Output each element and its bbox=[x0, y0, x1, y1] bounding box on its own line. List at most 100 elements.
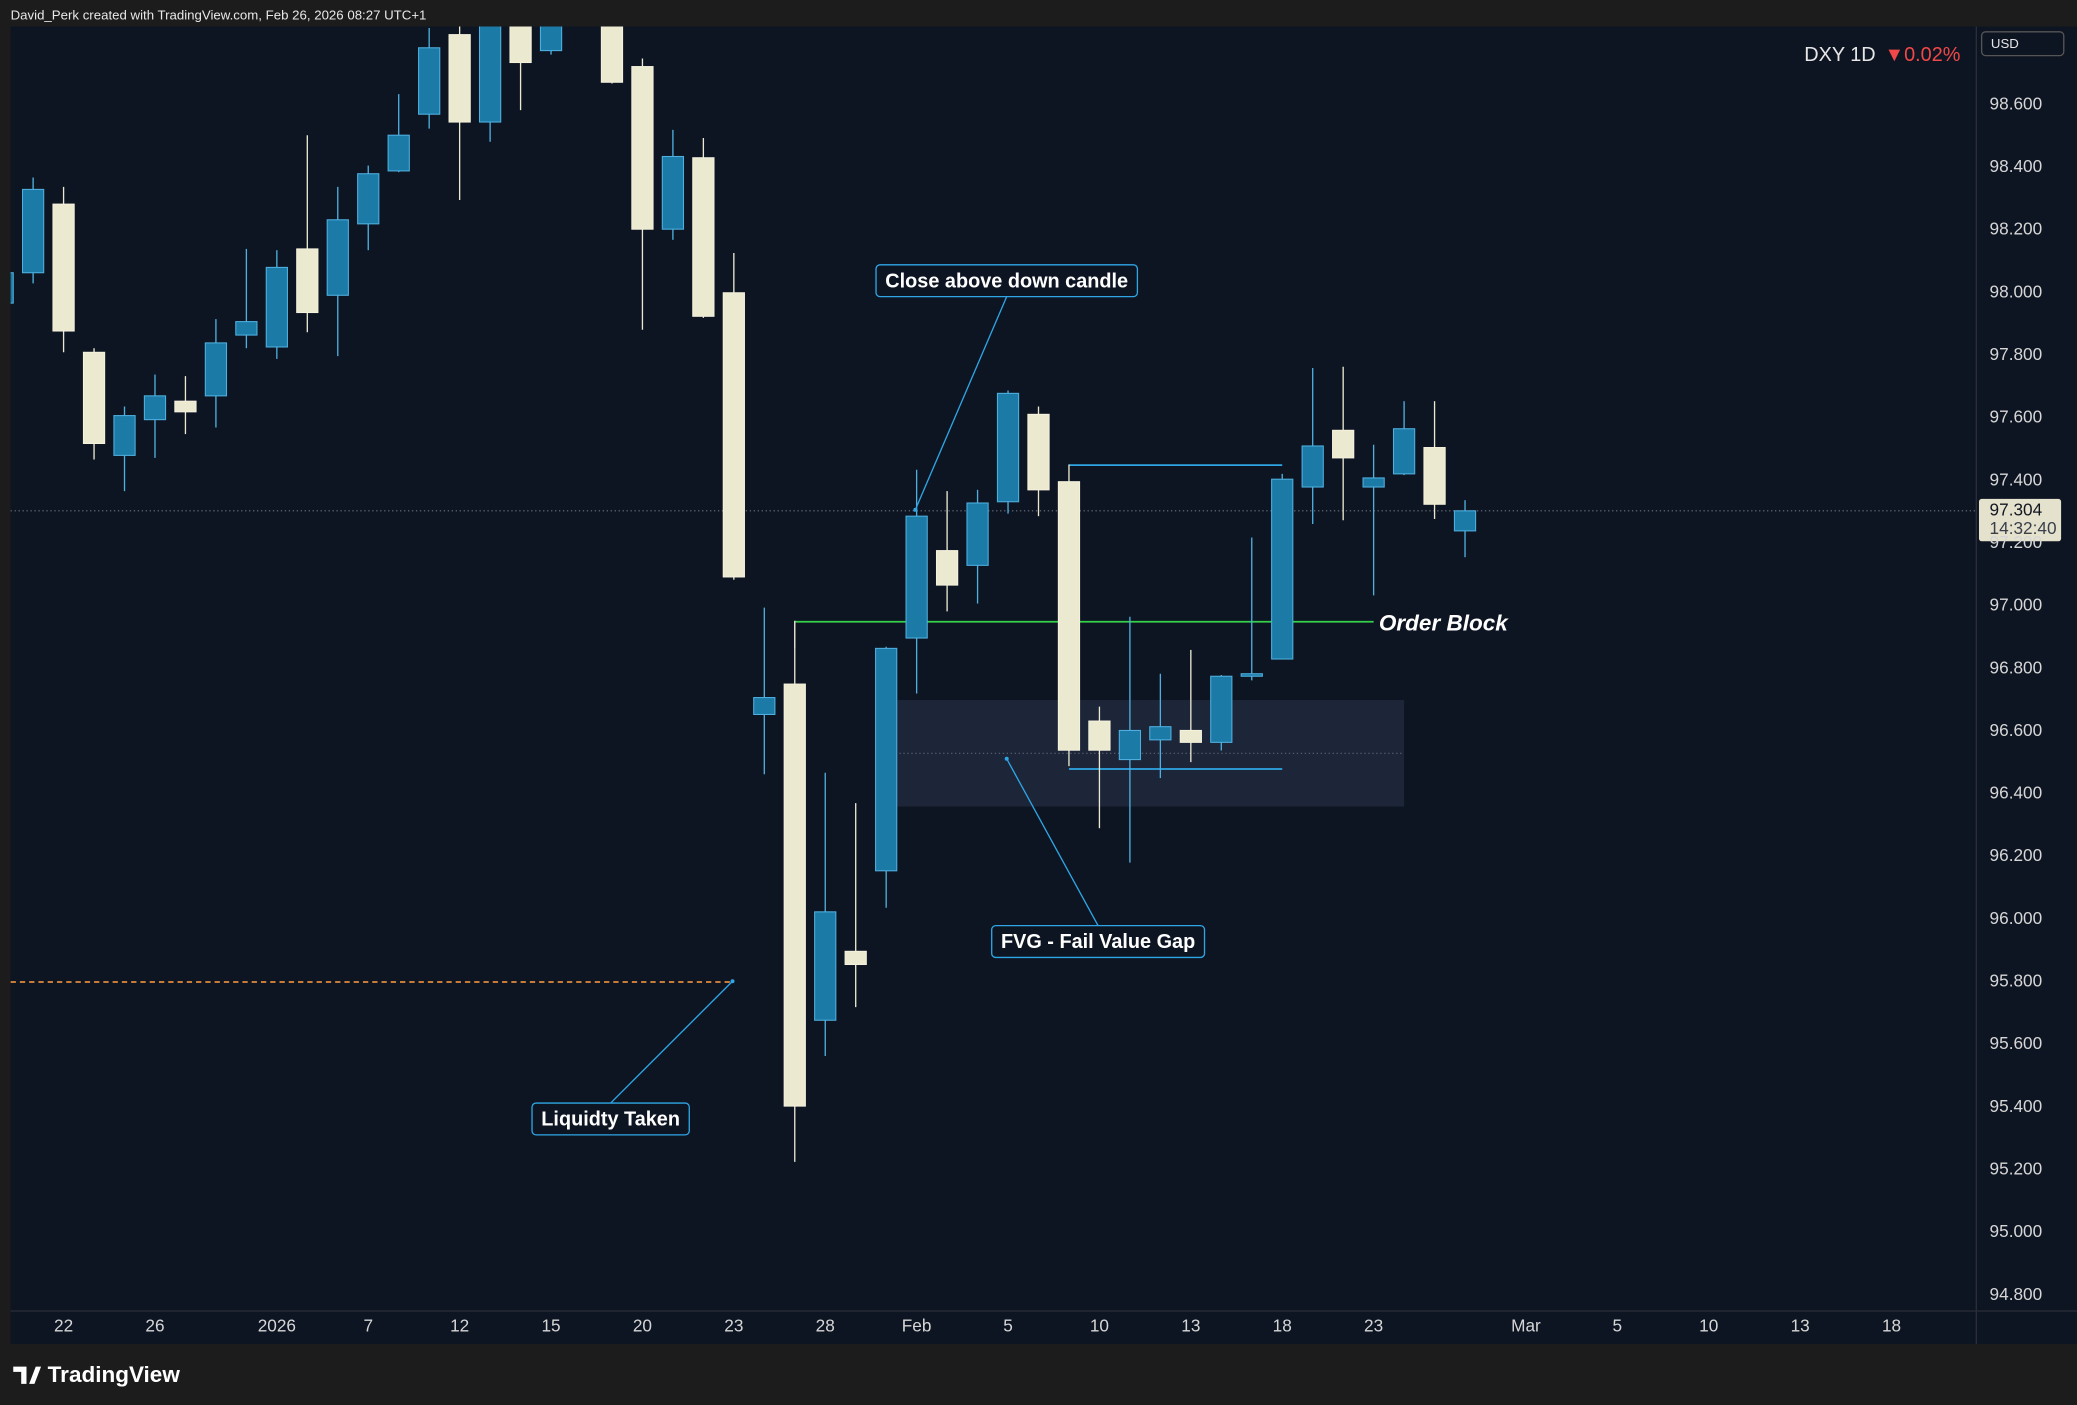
x-tick-label: 5 bbox=[1003, 1315, 1013, 1335]
candle-body bbox=[875, 647, 898, 872]
candle-body bbox=[1057, 481, 1081, 751]
candle-body bbox=[204, 342, 228, 397]
x-tick-label: 13 bbox=[1791, 1315, 1810, 1335]
candle-body bbox=[905, 515, 928, 639]
plot bbox=[10, 26, 1977, 1162]
candle-body bbox=[143, 395, 167, 421]
candle-body bbox=[387, 134, 410, 172]
currency[interactable]: USD bbox=[1991, 36, 2019, 51]
level-label: Order Block bbox=[1379, 610, 1509, 635]
change: ▼0.02% bbox=[1884, 44, 1960, 66]
y-tick-label: 95.600 bbox=[1990, 1033, 2043, 1053]
countdown: 14:32:40 bbox=[1990, 518, 2057, 538]
candle-body bbox=[600, 26, 624, 83]
annotation-text: Liquidty Taken bbox=[541, 1109, 680, 1131]
candle-body bbox=[113, 415, 136, 456]
y-tick-label: 96.400 bbox=[1990, 783, 2043, 803]
x-tick-label: 15 bbox=[541, 1315, 560, 1335]
candle-body bbox=[1423, 447, 1446, 505]
annotation-tip bbox=[913, 507, 918, 512]
candle-body bbox=[1362, 477, 1385, 488]
y-tick-label: 95.800 bbox=[1990, 971, 2043, 991]
candle-body bbox=[844, 950, 867, 966]
candle-body bbox=[357, 173, 380, 225]
candle-body bbox=[1149, 726, 1172, 741]
candle-body bbox=[296, 248, 319, 314]
candle-body bbox=[509, 26, 532, 64]
y-tick-label: 96.000 bbox=[1990, 908, 2043, 928]
symbol: DXY 1D bbox=[1804, 44, 1875, 66]
annotation-tip bbox=[730, 979, 735, 984]
candle-body bbox=[52, 203, 75, 332]
x-tick-label: 22 bbox=[54, 1315, 73, 1335]
annotation-tip bbox=[1004, 756, 1009, 761]
candle-body bbox=[235, 321, 258, 336]
candle-body bbox=[996, 392, 1020, 503]
x-tick-label: 5 bbox=[1613, 1315, 1623, 1335]
y-tick-label: 95.000 bbox=[1990, 1221, 2043, 1241]
candle-body bbox=[478, 26, 502, 123]
annotation-pointer bbox=[1006, 758, 1099, 926]
brand: TradingView bbox=[48, 1362, 181, 1387]
annotation-box bbox=[875, 264, 1139, 298]
x-tick-label: 23 bbox=[724, 1315, 743, 1335]
x-tick-label: Mar bbox=[1511, 1315, 1541, 1335]
x-tick-label: 12 bbox=[450, 1315, 469, 1335]
candle-body bbox=[1332, 429, 1355, 459]
y-tick-label: 97.600 bbox=[1990, 407, 2043, 427]
y-tick-label: 98.000 bbox=[1990, 281, 2043, 301]
candle-body bbox=[1453, 510, 1477, 532]
candle-body bbox=[82, 351, 106, 445]
candle-body bbox=[418, 47, 441, 115]
y-tick-label: 95.400 bbox=[1990, 1096, 2043, 1116]
candle-body bbox=[326, 219, 349, 296]
y-tick-label: 96.800 bbox=[1990, 657, 2043, 677]
x-tick-label: 20 bbox=[633, 1315, 652, 1335]
annotation-box bbox=[991, 924, 1206, 959]
y-tick-label: 97.400 bbox=[1990, 469, 2043, 489]
x-tick-label: 7 bbox=[363, 1315, 373, 1335]
candle-body bbox=[631, 66, 654, 230]
candle-body bbox=[692, 157, 715, 317]
x-tick-label: 18 bbox=[1273, 1315, 1292, 1335]
candle-body bbox=[1301, 445, 1324, 488]
x-tick-label: 23 bbox=[1364, 1315, 1383, 1335]
x-tick-label: 10 bbox=[1699, 1315, 1718, 1335]
y-tick-label: 94.800 bbox=[1990, 1284, 2043, 1304]
candle-body bbox=[21, 188, 45, 274]
candle-body bbox=[722, 292, 745, 578]
candle-body bbox=[1240, 673, 1263, 677]
y-tick-label: 98.600 bbox=[1990, 93, 2043, 113]
candle-body bbox=[539, 26, 563, 52]
y-tick-label: 97.200 bbox=[1990, 532, 2043, 552]
y-tick-label: 96.200 bbox=[1990, 845, 2043, 865]
candle-body bbox=[966, 502, 989, 566]
candle-body bbox=[1118, 729, 1142, 761]
credit: David_Perk created with TradingView.com,… bbox=[11, 7, 427, 22]
candle-body bbox=[1179, 729, 1202, 743]
candle-body bbox=[661, 155, 685, 230]
candle-body bbox=[1210, 675, 1233, 743]
y-tick-label: 96.600 bbox=[1990, 720, 2043, 740]
candle-body bbox=[448, 34, 471, 123]
x-tick-label: 10 bbox=[1090, 1315, 1109, 1335]
last-price-box bbox=[1978, 498, 2062, 542]
annotation-text: FVG - Fail Value Gap bbox=[1001, 931, 1195, 953]
annotation-box bbox=[531, 1102, 690, 1136]
y-tick-label: 98.400 bbox=[1990, 156, 2043, 176]
candle-body bbox=[1027, 413, 1050, 491]
x-tick-label: 2026 bbox=[258, 1315, 296, 1335]
annotation-text: Close above down candle bbox=[885, 270, 1128, 292]
y-tick-label: 97.000 bbox=[1990, 595, 2043, 615]
candle-body bbox=[1392, 428, 1416, 475]
last-price-label: 97.304 bbox=[1990, 499, 2043, 519]
candle-body bbox=[174, 400, 197, 413]
x-tick-label: 13 bbox=[1181, 1315, 1200, 1335]
candle-body bbox=[10, 272, 14, 304]
annotation-pointer bbox=[610, 980, 733, 1104]
plot-background bbox=[10, 26, 2077, 1345]
currency-box[interactable] bbox=[1980, 31, 2065, 57]
x-tick-label: 26 bbox=[145, 1315, 164, 1335]
candle-body bbox=[753, 697, 776, 716]
